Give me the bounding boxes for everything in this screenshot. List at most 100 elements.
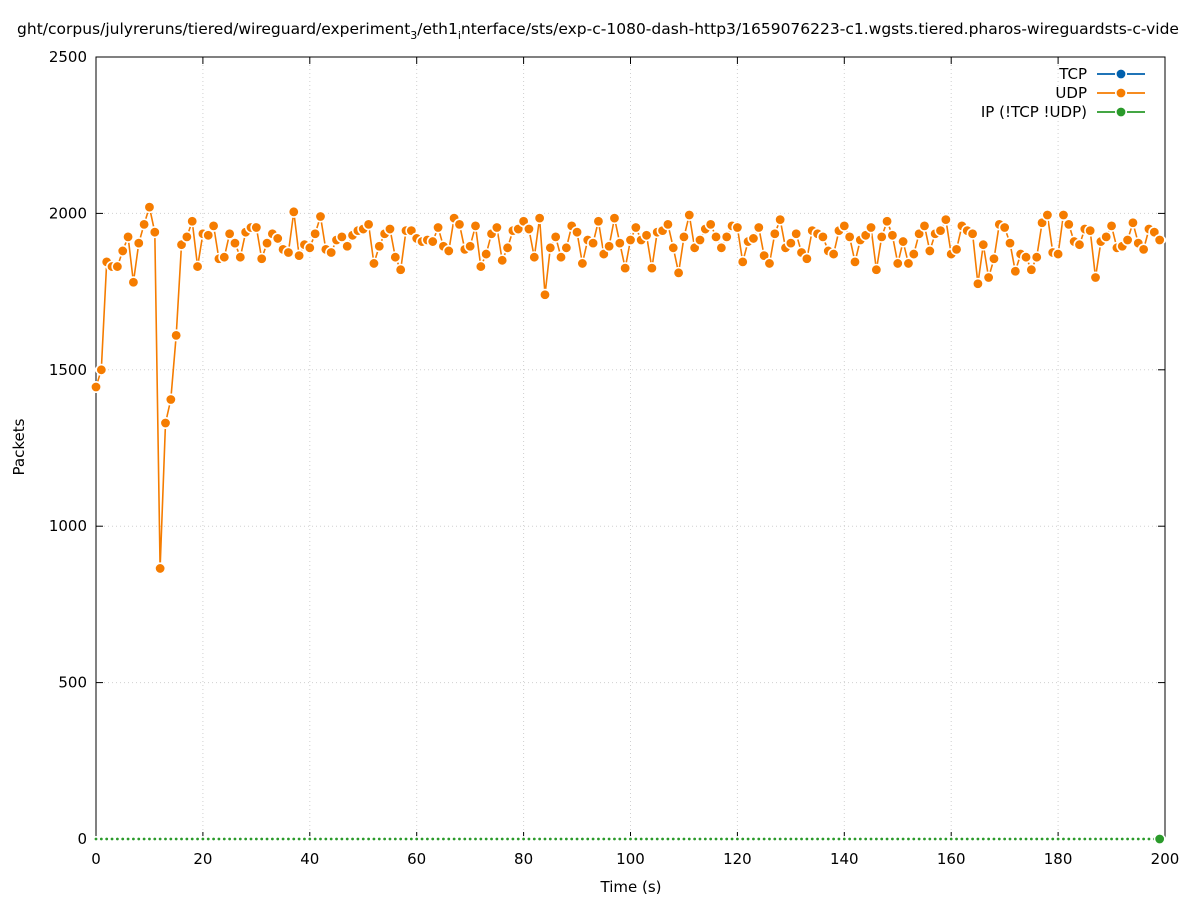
data-point	[228, 237, 241, 250]
data-point	[1121, 233, 1134, 246]
legend-label: UDP	[1055, 84, 1087, 102]
data-point	[752, 221, 765, 234]
series-line	[95, 206, 1161, 570]
data-point	[966, 227, 979, 240]
data-point	[763, 257, 776, 270]
data-point	[677, 230, 690, 243]
data-point	[841, 835, 848, 842]
data-point	[926, 835, 933, 842]
data-point	[1041, 208, 1054, 221]
data-point	[977, 238, 990, 251]
data-point	[1012, 835, 1019, 842]
data-point	[803, 835, 810, 842]
data-point	[419, 835, 426, 842]
data-point	[857, 835, 864, 842]
data-point	[696, 835, 703, 842]
legend-label: TCP	[1058, 65, 1087, 83]
data-point	[718, 835, 725, 842]
data-point	[798, 835, 805, 842]
data-point	[734, 835, 741, 842]
data-point	[1087, 835, 1094, 842]
data-point	[702, 835, 709, 842]
data-point	[365, 835, 372, 842]
data-point	[889, 835, 896, 842]
data-point	[932, 835, 939, 842]
x-tick-label: 100	[616, 850, 645, 868]
data-point	[1057, 208, 1070, 221]
x-tick-label: 0	[91, 850, 101, 868]
data-point	[496, 254, 509, 267]
data-point	[141, 835, 148, 842]
data-point	[183, 835, 190, 842]
data-point	[616, 835, 623, 842]
data-point	[622, 835, 629, 842]
data-point	[504, 835, 511, 842]
data-point	[389, 251, 402, 264]
data-point	[1137, 243, 1150, 256]
data-point	[325, 246, 338, 259]
data-point	[638, 835, 645, 842]
data-point	[680, 835, 687, 842]
data-point	[907, 248, 920, 261]
data-point	[891, 257, 904, 270]
data-point	[338, 835, 345, 842]
data-point	[771, 835, 778, 842]
data-point	[127, 276, 140, 289]
data-point	[162, 835, 169, 842]
x-tick-label: 180	[1044, 850, 1073, 868]
data-point	[1081, 835, 1088, 842]
data-point	[985, 835, 992, 842]
data-point	[1129, 835, 1136, 842]
data-point	[693, 233, 706, 246]
data-point	[905, 835, 912, 842]
y-tick-label: 1000	[49, 517, 87, 535]
data-point	[848, 255, 861, 268]
data-point	[210, 835, 217, 842]
data-point	[782, 835, 789, 842]
data-point	[990, 835, 997, 842]
x-tick-label: 140	[830, 850, 859, 868]
data-point	[148, 226, 161, 239]
data-point	[287, 205, 300, 218]
data-point	[515, 835, 522, 842]
data-point	[672, 266, 685, 279]
data-point	[645, 262, 658, 275]
data-point	[429, 835, 436, 842]
legend-marker	[1115, 106, 1128, 119]
data-point	[1140, 835, 1147, 842]
data-point	[996, 835, 1003, 842]
data-point	[453, 218, 466, 231]
data-point	[354, 835, 361, 842]
data-point	[870, 263, 883, 276]
data-point	[250, 221, 263, 234]
data-point	[309, 227, 322, 240]
data-point	[194, 835, 201, 842]
data-point	[290, 835, 297, 842]
data-point	[231, 835, 238, 842]
data-point	[282, 246, 295, 259]
data-point	[90, 381, 103, 394]
data-point	[619, 262, 632, 275]
data-point	[790, 227, 803, 240]
data-point	[560, 241, 573, 254]
y-axis-label: Packets	[10, 418, 28, 475]
data-point	[95, 363, 108, 376]
data-point	[98, 835, 105, 842]
data-point	[547, 835, 554, 842]
data-point	[493, 835, 500, 842]
data-point	[314, 210, 327, 223]
data-point	[1017, 835, 1024, 842]
data-point	[280, 835, 287, 842]
data-point	[549, 230, 562, 243]
data-point	[715, 241, 728, 254]
data-point	[1119, 835, 1126, 842]
x-tick-label: 80	[514, 850, 533, 868]
data-point	[392, 835, 399, 842]
data-point	[178, 835, 185, 842]
data-point	[825, 835, 832, 842]
data-point	[846, 835, 853, 842]
data-point	[138, 218, 151, 231]
data-point	[1084, 224, 1097, 237]
data-point	[1100, 230, 1113, 243]
